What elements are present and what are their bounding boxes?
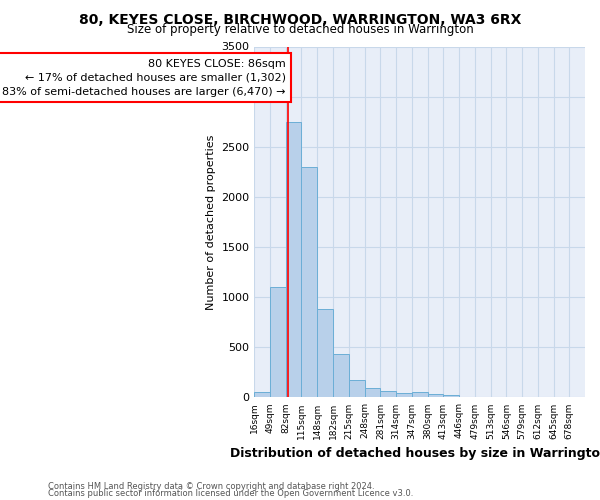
Bar bbox=[459, 397, 475, 398]
X-axis label: Distribution of detached houses by size in Warrington: Distribution of detached houses by size … bbox=[230, 447, 600, 460]
Bar bbox=[286, 122, 301, 398]
Bar bbox=[506, 397, 522, 398]
Bar bbox=[334, 354, 349, 398]
Bar bbox=[412, 392, 428, 398]
Bar bbox=[270, 287, 286, 398]
Bar bbox=[538, 397, 554, 398]
Text: 80, KEYES CLOSE, BIRCHWOOD, WARRINGTON, WA3 6RX: 80, KEYES CLOSE, BIRCHWOOD, WARRINGTON, … bbox=[79, 12, 521, 26]
Bar bbox=[254, 392, 270, 398]
Text: Size of property relative to detached houses in Warrington: Size of property relative to detached ho… bbox=[127, 22, 473, 36]
Bar bbox=[428, 394, 443, 398]
Y-axis label: Number of detached properties: Number of detached properties bbox=[206, 134, 216, 310]
Bar bbox=[396, 393, 412, 398]
Text: Contains HM Land Registry data © Crown copyright and database right 2024.: Contains HM Land Registry data © Crown c… bbox=[48, 482, 374, 491]
Bar bbox=[365, 388, 380, 398]
Text: 80 KEYES CLOSE: 86sqm
← 17% of detached houses are smaller (1,302)
83% of semi-d: 80 KEYES CLOSE: 86sqm ← 17% of detached … bbox=[2, 58, 286, 96]
Bar bbox=[491, 397, 506, 398]
Text: Contains public sector information licensed under the Open Government Licence v3: Contains public sector information licen… bbox=[48, 490, 413, 498]
Bar bbox=[317, 309, 333, 398]
Bar bbox=[349, 380, 365, 398]
Bar bbox=[380, 391, 396, 398]
Bar bbox=[301, 167, 317, 398]
Bar bbox=[443, 396, 459, 398]
Bar bbox=[522, 397, 538, 398]
Bar bbox=[475, 397, 490, 398]
Bar bbox=[554, 397, 569, 398]
